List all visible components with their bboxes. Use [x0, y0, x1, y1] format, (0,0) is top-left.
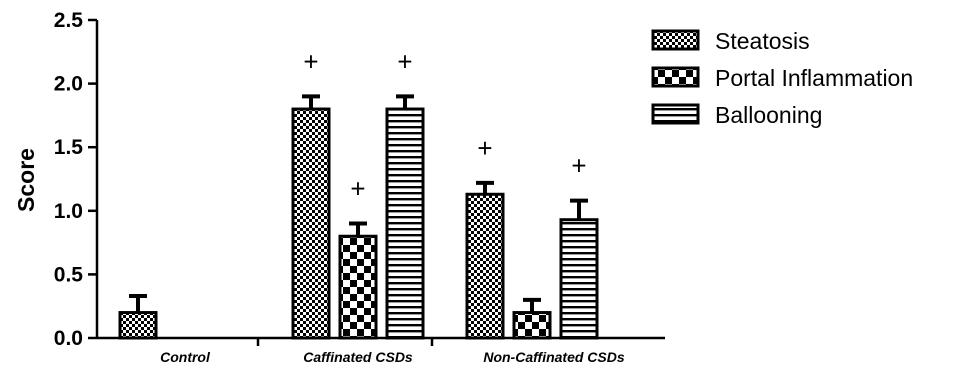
- legend-swatch: [651, 66, 700, 88]
- legend-swatch: [651, 29, 700, 51]
- significance-mark: +: [397, 46, 412, 76]
- legend-label: Portal Inflammation: [715, 65, 913, 91]
- y-tick-label: 1.5: [54, 136, 84, 159]
- legend-label: Ballooning: [715, 102, 822, 128]
- y-tick-label: 2.5: [54, 9, 84, 32]
- x-category-label: Control: [160, 349, 211, 365]
- bar-steatosis: [118, 311, 158, 340]
- x-category-label: Caffinated CSDs: [303, 349, 413, 365]
- y-tick-label: 2.0: [54, 73, 83, 96]
- legend-label: Steatosis: [715, 28, 810, 54]
- y-axis-title: Score: [13, 148, 39, 212]
- x-category-label: Non-Caffinated CSDs: [483, 349, 625, 365]
- bar-portal-inflammation: [338, 234, 378, 340]
- y-tick-label: 1.0: [54, 200, 83, 223]
- significance-mark: +: [350, 174, 365, 204]
- y-tick-label: 0.5: [54, 263, 84, 286]
- axes: 0.0 0.5 1.0 1.5 2.0 2.5 Control Caffinated CSDs…: [54, 9, 665, 365]
- bar-ballooning: [385, 107, 425, 340]
- bar-ballooning: [559, 218, 599, 340]
- significance-mark: +: [303, 46, 318, 76]
- y-tick-label: 0.0: [54, 327, 83, 350]
- significance-mark: +: [477, 133, 492, 163]
- bar-steatosis: [291, 107, 331, 340]
- bar-steatosis: [465, 192, 505, 340]
- legend-swatch: [651, 103, 700, 125]
- significance-mark: +: [571, 151, 586, 181]
- legend: Steatosis Portal Inflammation Ballooning: [651, 28, 913, 128]
- bars: + + + + +: [118, 46, 599, 340]
- bar-portal-inflammation: [512, 311, 552, 340]
